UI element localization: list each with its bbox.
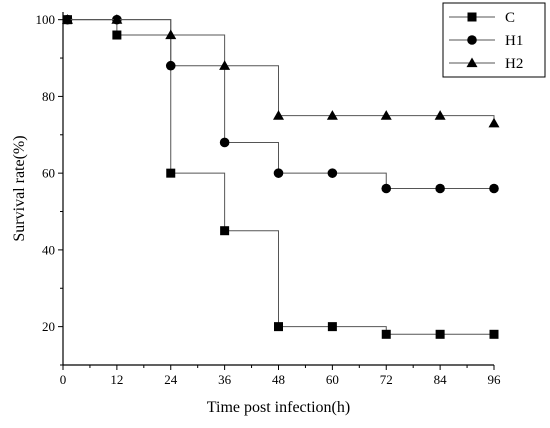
data-point-c <box>274 322 283 332</box>
data-point-h2 <box>326 110 338 120</box>
data-point-c <box>166 168 176 178</box>
data-point-h1 <box>273 168 284 178</box>
x-axis-title: Time post infection(h) <box>207 399 350 416</box>
legend-marker-h1 <box>467 35 477 45</box>
x-tick-label: 84 <box>434 372 448 387</box>
axes: 0 12 24 36 48 60 72 84 96 20 40 60 80 100 <box>36 12 502 387</box>
data-point-h1 <box>381 183 392 194</box>
data-point-c <box>327 322 337 332</box>
y-tick-label: 40 <box>42 242 55 257</box>
data-point-h2 <box>434 110 446 120</box>
legend-marker-h2 <box>466 57 478 68</box>
data-point-c <box>381 329 391 339</box>
data-point-h2 <box>219 60 231 70</box>
series-h2 <box>61 14 500 128</box>
legend: C H1 H2 <box>442 2 546 78</box>
data-point-c <box>489 329 499 339</box>
x-tick-label: 36 <box>218 372 232 387</box>
data-point-h1 <box>435 183 445 194</box>
data-point-h2 <box>165 29 177 40</box>
x-tick-label: 48 <box>272 372 285 387</box>
legend-marker-c <box>467 12 477 22</box>
legend-label-h2: H2 <box>505 56 523 72</box>
data-point-c <box>435 329 445 339</box>
x-tick-label: 12 <box>110 372 123 387</box>
data-point-h1 <box>165 60 176 71</box>
data-point-h2 <box>111 14 123 24</box>
x-tick-label: 60 <box>326 372 339 387</box>
y-tick-label: 20 <box>42 319 55 334</box>
data-point-h2 <box>61 14 73 24</box>
x-tick-label: 72 <box>380 372 393 387</box>
x-tick-label: 24 <box>164 372 178 387</box>
data-point-h1 <box>327 168 338 178</box>
data-point-c <box>220 226 230 236</box>
y-tick-label: 100 <box>36 12 56 27</box>
y-tick-label: 60 <box>42 166 55 181</box>
y-axis-title: Survival rate(%) <box>11 135 28 241</box>
data-point-h1 <box>219 137 230 148</box>
data-point-h1 <box>489 183 499 194</box>
series-h1 <box>62 14 499 194</box>
legend-label-h1: H1 <box>505 33 523 49</box>
data-point-h2 <box>273 110 284 120</box>
data-point-h2 <box>488 117 500 128</box>
x-tick-label: 96 <box>488 372 502 387</box>
x-tick-label: 0 <box>60 372 67 387</box>
legend-label-c: C <box>505 10 515 26</box>
data-point-c <box>112 30 122 40</box>
series-line-h1 <box>67 19 494 189</box>
series-layer <box>61 14 500 339</box>
y-tick-label: 80 <box>42 89 55 104</box>
data-point-h2 <box>380 110 392 120</box>
